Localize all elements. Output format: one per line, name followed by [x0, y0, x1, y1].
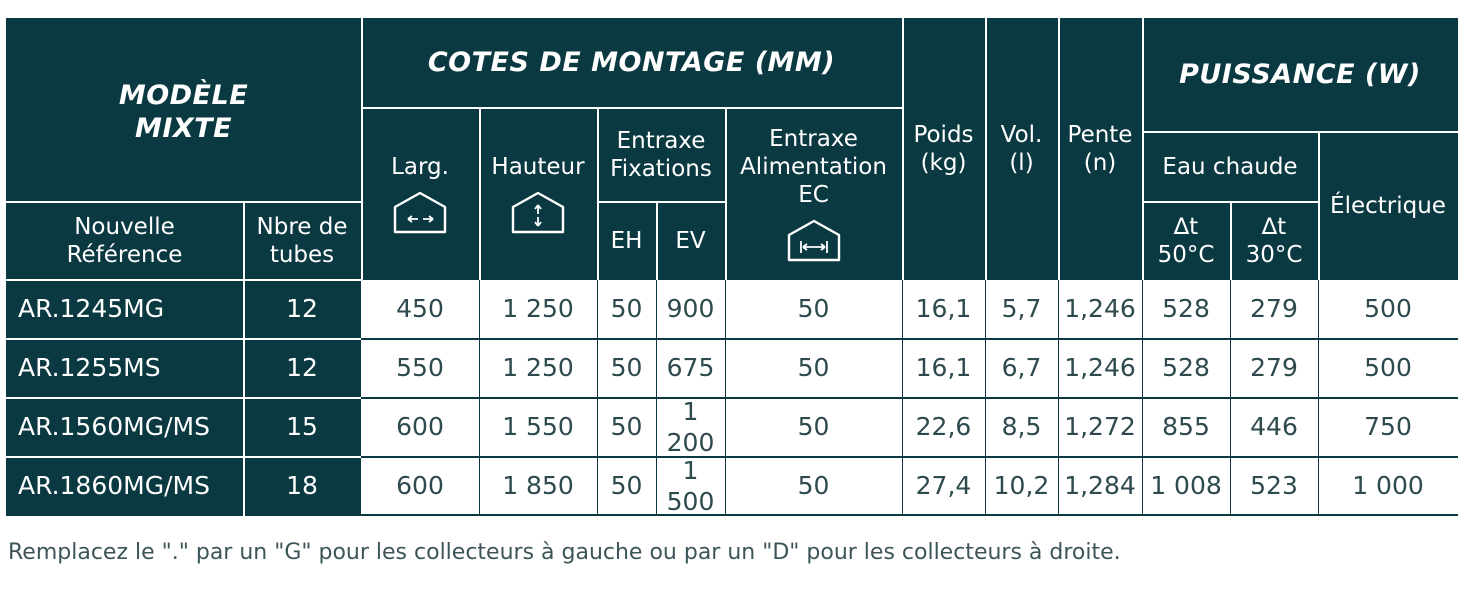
- cell-dt30: 279: [1230, 280, 1318, 339]
- cell-eh: 50: [597, 457, 656, 516]
- cell-hauteur: 1 250: [479, 280, 597, 339]
- cell-hauteur: 1 550: [479, 398, 597, 457]
- hauteur-header: Hauteur: [479, 108, 597, 280]
- cell-eh: 50: [597, 398, 656, 457]
- cell-ref: AR.1255MS: [6, 339, 243, 398]
- cell-alim: 50: [725, 339, 902, 398]
- cell-dt30: 446: [1230, 398, 1318, 457]
- house-inlet-spacing-icon: [785, 217, 843, 263]
- cell-pente: 1,284: [1058, 457, 1142, 516]
- cell-elec: 500: [1318, 339, 1458, 398]
- eau-chaude-header: Eau chaude: [1142, 132, 1318, 202]
- cell-pente: 1,272: [1058, 398, 1142, 457]
- cell-larg: 450: [361, 280, 479, 339]
- cell-alim: 50: [725, 457, 902, 516]
- dt50-header: ∆t 50°C: [1142, 202, 1230, 280]
- cell-tubes: 12: [243, 280, 361, 339]
- cell-hauteur: 1 250: [479, 339, 597, 398]
- cell-ev: 900: [656, 280, 725, 339]
- vol-header: Vol. (l): [985, 18, 1058, 280]
- cell-pente: 1,246: [1058, 339, 1142, 398]
- poids-header: Poids (kg): [902, 18, 985, 280]
- house-height-icon: [509, 189, 567, 235]
- modele-header: MODÈLE MIXTE: [6, 18, 361, 202]
- cell-tubes: 12: [243, 339, 361, 398]
- cell-dt30: 279: [1230, 339, 1318, 398]
- cell-poids: 27,4: [902, 457, 985, 516]
- cell-ref: AR.1245MG: [6, 280, 243, 339]
- cell-poids: 16,1: [902, 280, 985, 339]
- entraxe-alimentation-header: Entraxe Alimentation EC: [725, 108, 902, 280]
- cell-vol: 5,7: [985, 280, 1058, 339]
- cell-larg: 550: [361, 339, 479, 398]
- cell-dt30: 523: [1230, 457, 1318, 516]
- cell-ref: AR.1860MG/MS: [6, 457, 243, 516]
- cell-vol: 10,2: [985, 457, 1058, 516]
- cell-larg: 600: [361, 457, 479, 516]
- puissance-header: PUISSANCE (W): [1142, 18, 1458, 132]
- entraxe-fixations-header: Entraxe Fixations: [597, 108, 725, 202]
- cotes-header: COTES DE MONTAGE (MM): [361, 18, 902, 108]
- cell-poids: 22,6: [902, 398, 985, 457]
- cell-alim: 50: [725, 280, 902, 339]
- cell-dt50: 855: [1142, 398, 1230, 457]
- cell-dt50: 528: [1142, 280, 1230, 339]
- cell-eh: 50: [597, 280, 656, 339]
- cell-tubes: 15: [243, 398, 361, 457]
- cell-vol: 8,5: [985, 398, 1058, 457]
- footnote: Remplacez le "." par un "G" pour les col…: [8, 540, 1121, 565]
- cell-ev: 675: [656, 339, 725, 398]
- cell-pente: 1,246: [1058, 280, 1142, 339]
- cell-hauteur: 1 850: [479, 457, 597, 516]
- cell-dt50: 528: [1142, 339, 1230, 398]
- cell-elec: 1 000: [1318, 457, 1458, 516]
- nbre-tubes-header: Nbre de tubes: [243, 202, 361, 280]
- nouvelle-reference-header: Nouvelle Référence: [6, 202, 243, 280]
- larg-header: Larg.: [361, 108, 479, 280]
- pente-header: Pente (n): [1058, 18, 1142, 280]
- ev-header: EV: [656, 202, 725, 280]
- cell-ev: 1 500: [656, 456, 725, 516]
- cell-vol: 6,7: [985, 339, 1058, 398]
- cell-alim: 50: [725, 398, 902, 457]
- eh-header: EH: [597, 202, 656, 280]
- cell-dt50: 1 008: [1142, 457, 1230, 516]
- cell-ev: 1 200: [656, 397, 725, 457]
- cell-elec: 750: [1318, 398, 1458, 457]
- cell-poids: 16,1: [902, 339, 985, 398]
- cell-eh: 50: [597, 339, 656, 398]
- cell-larg: 600: [361, 398, 479, 457]
- house-width-icon: [391, 189, 449, 235]
- cell-tubes: 18: [243, 457, 361, 516]
- spec-table: MODÈLE MIXTE COTES DE MONTAGE (MM) Poids…: [6, 18, 1458, 516]
- cell-ref: AR.1560MG/MS: [6, 398, 243, 457]
- cell-elec: 500: [1318, 280, 1458, 339]
- electrique-header: Électrique: [1318, 132, 1458, 280]
- dt30-header: ∆t 30°C: [1230, 202, 1318, 280]
